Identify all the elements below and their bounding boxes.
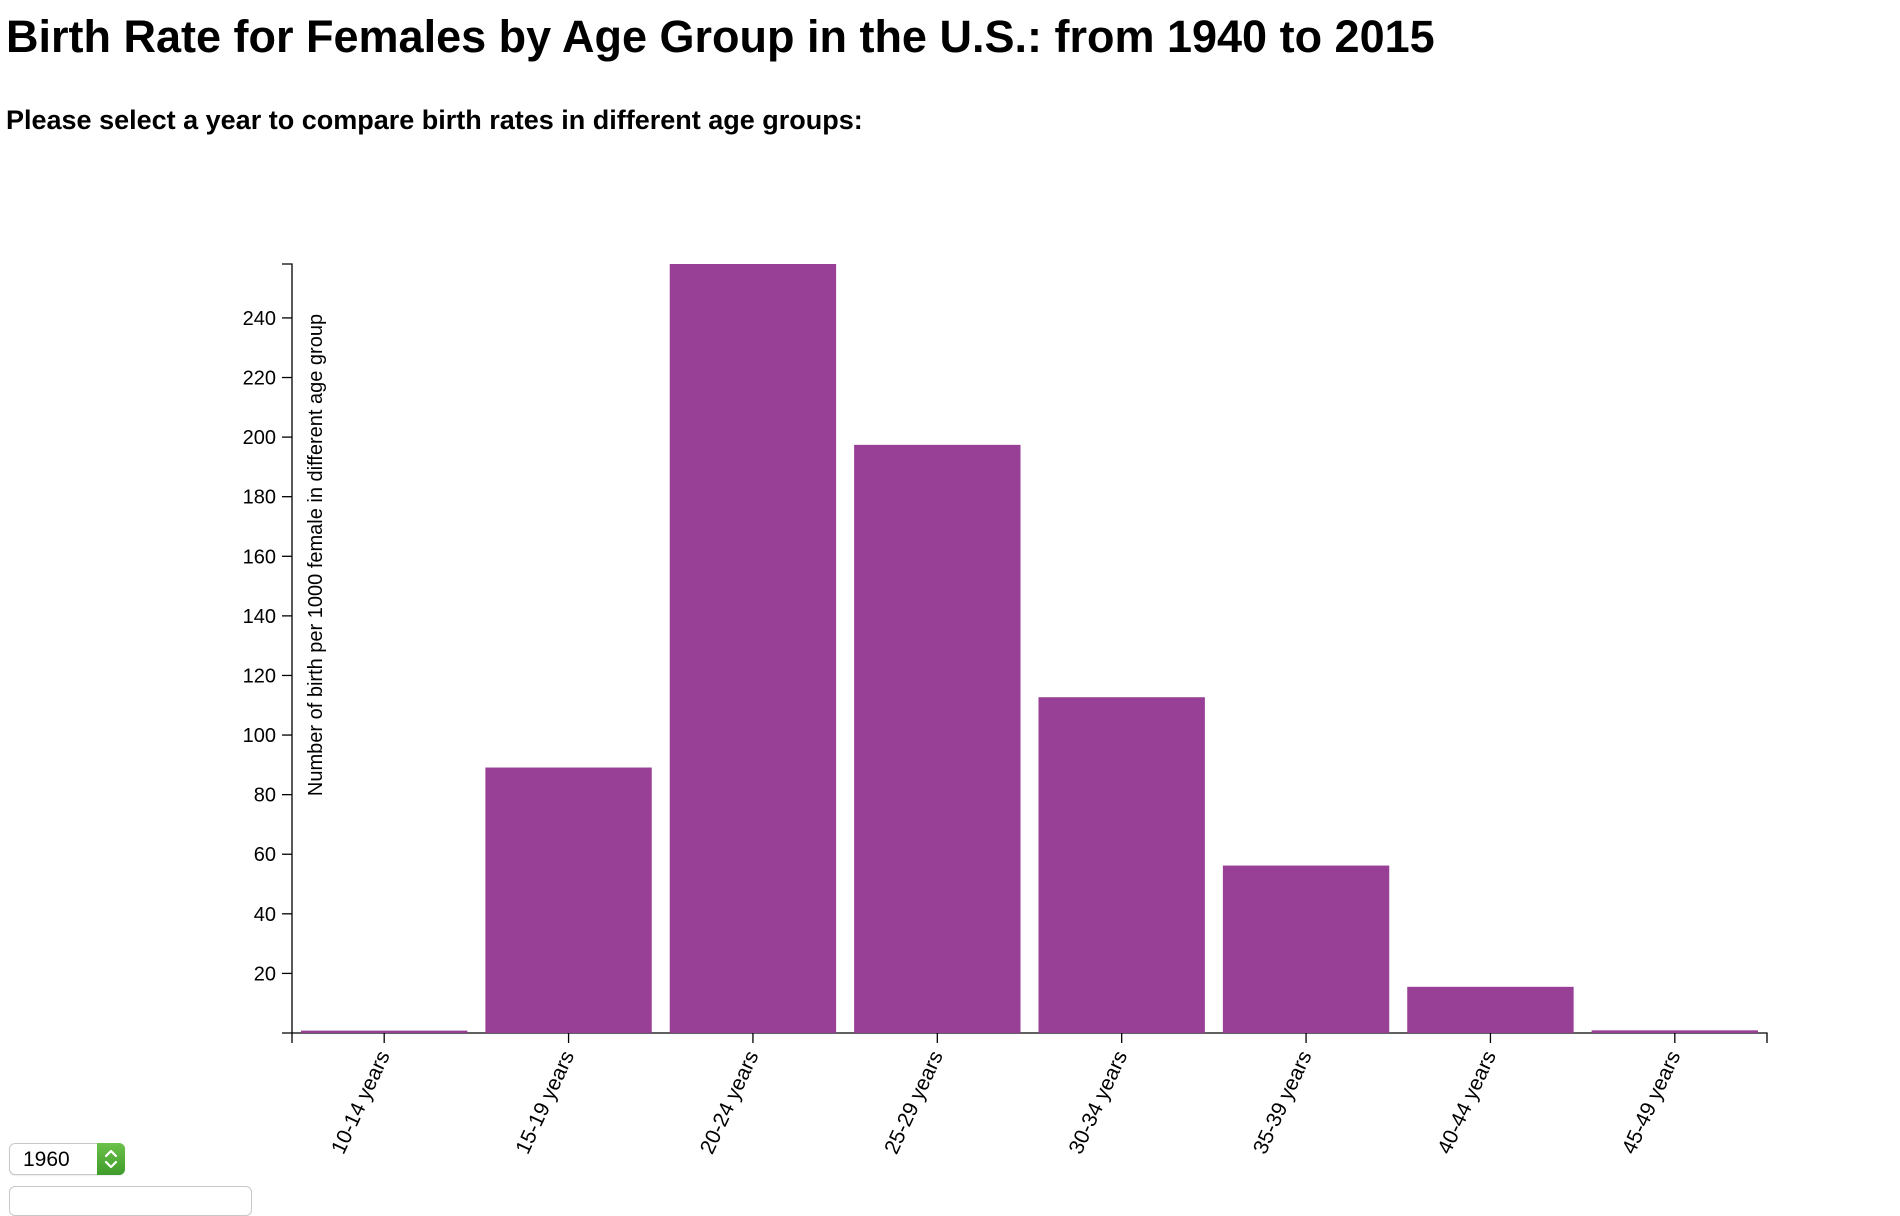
- y-tick-label: 100: [243, 725, 276, 747]
- bar-45-49-years: [1591, 1030, 1758, 1033]
- x-tick-label: 40-44 years: [1433, 1047, 1501, 1157]
- year-select[interactable]: 1960: [9, 1143, 125, 1175]
- x-axis: 10-14 years 15-19 years 20-24 years 25-29 y…: [291, 1032, 1768, 1158]
- y-axis-label: Number of birth per 1000 female in diffe…: [305, 314, 327, 796]
- y-tick-label: 200: [243, 427, 276, 449]
- x-tick-label: 20-24 years: [696, 1047, 764, 1157]
- y-tick-label: 220: [243, 368, 276, 390]
- x-tick-label: 15-19 years: [511, 1047, 579, 1157]
- x-tick-label: 30-34 years: [1065, 1047, 1133, 1157]
- bar-40-44-years: [1407, 986, 1574, 1033]
- y-tick-label: 240: [243, 308, 276, 330]
- x-axis-line: [291, 1032, 1768, 1043]
- y-tick-label: 180: [243, 487, 276, 509]
- x-tick-label: 35-39 years: [1249, 1047, 1317, 1157]
- y-tick-label: 140: [243, 606, 276, 628]
- y-tick-label: 80: [254, 785, 276, 807]
- y-tick-label: 60: [254, 844, 276, 866]
- y-tick-label: 20: [254, 963, 276, 985]
- secondary-control[interactable]: [9, 1186, 252, 1216]
- y-tick-label: 40: [254, 904, 276, 926]
- page-title: Birth Rate for Females by Age Group in t…: [6, 11, 1435, 62]
- y-tick-label: 120: [243, 665, 276, 687]
- bar-35-39-years: [1222, 865, 1390, 1033]
- x-tick-label: 45-49 years: [1618, 1047, 1686, 1157]
- bar-10-14-years: [301, 1030, 468, 1033]
- bar-15-19-years: [485, 767, 652, 1033]
- updown-chevron-icon[interactable]: [97, 1143, 125, 1175]
- year-select-value: 1960: [23, 1148, 70, 1171]
- bar-20-24-years: [669, 264, 837, 1033]
- bar-30-34-years: [1038, 697, 1205, 1033]
- y-axis-line: [282, 263, 293, 1034]
- bar-25-29-years: [854, 444, 1021, 1034]
- y-tick-label: 160: [243, 546, 276, 568]
- y-axis: 20 40 60 80 100 120 140 160 180 200 220 240: [243, 263, 293, 1034]
- page-subtitle: Please select a year to compare birth ra…: [6, 105, 863, 135]
- x-tick-label: 10-14 years: [327, 1047, 395, 1157]
- x-tick-label: 25-29 years: [880, 1047, 948, 1157]
- bars-group: [301, 264, 1758, 1034]
